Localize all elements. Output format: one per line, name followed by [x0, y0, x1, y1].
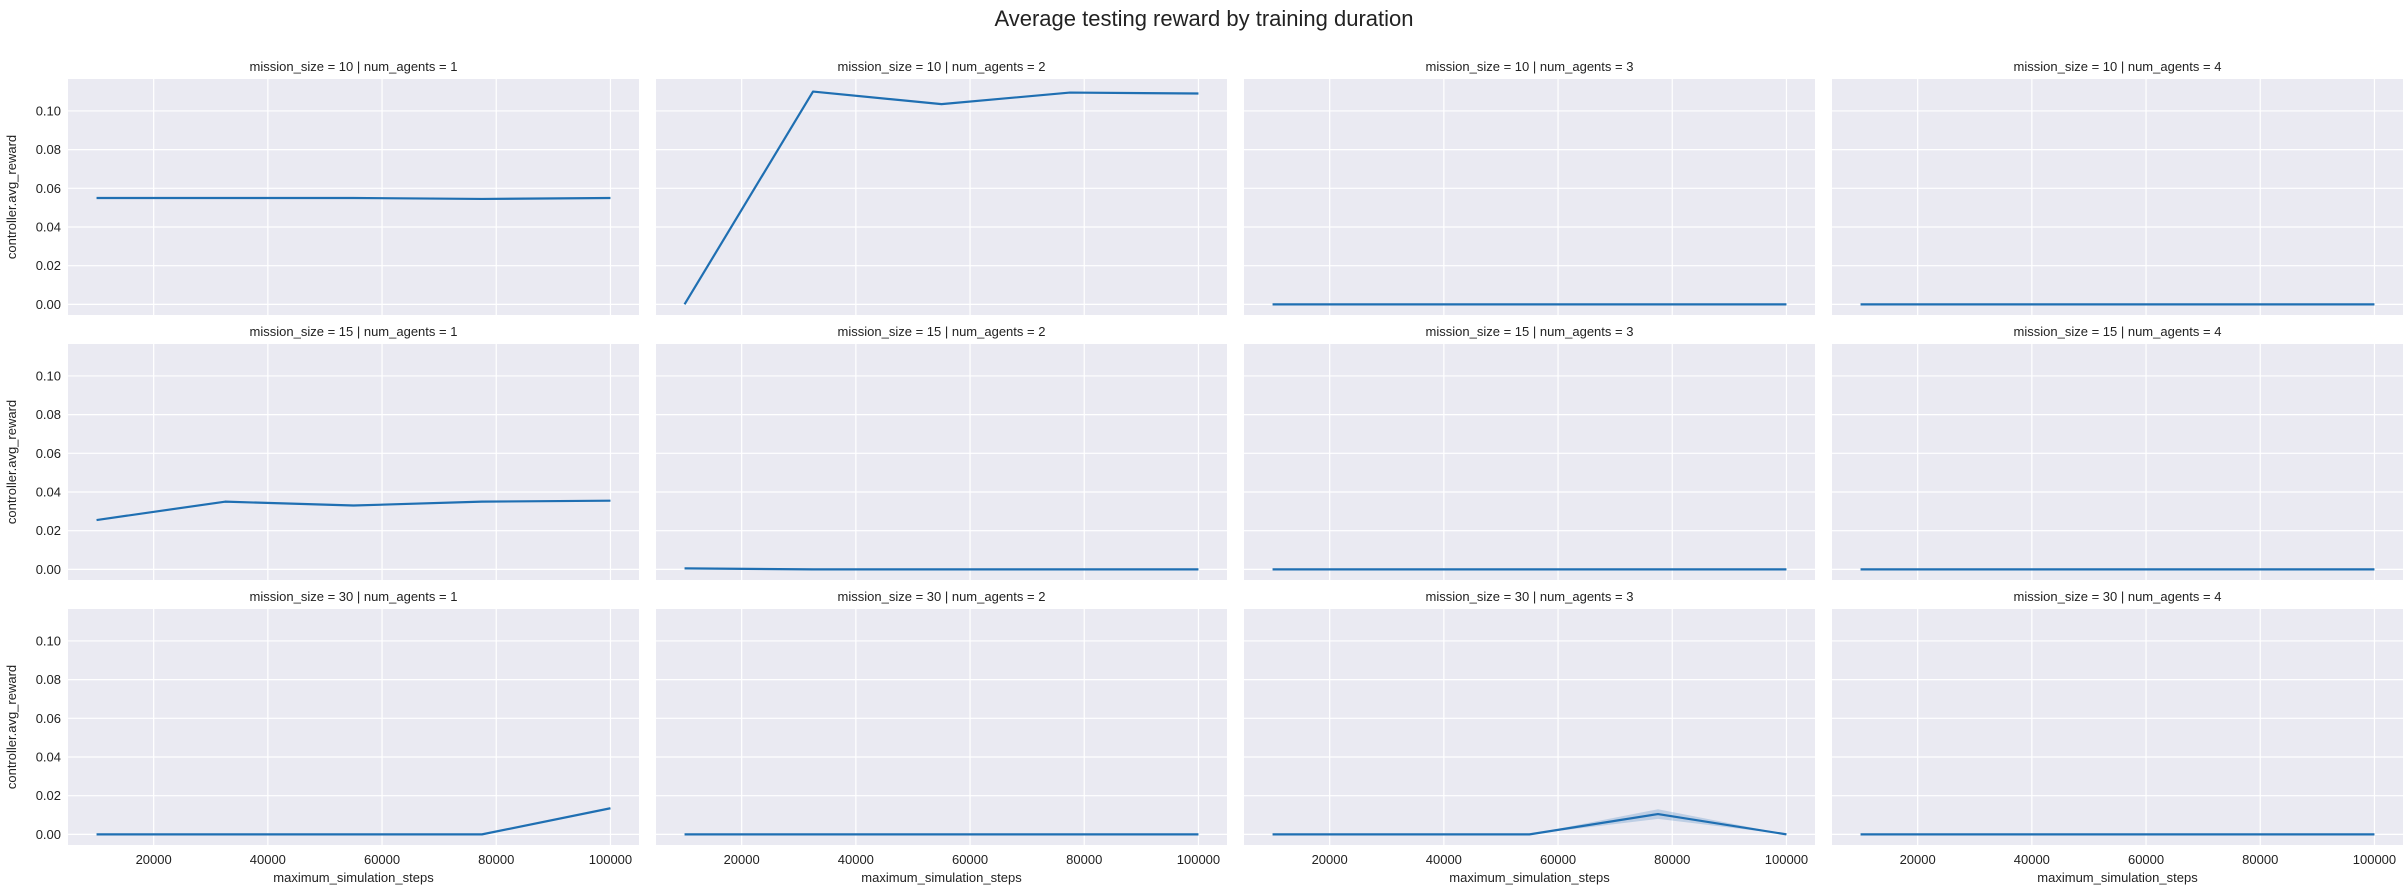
- x-tick-label: 100000: [1765, 852, 1808, 867]
- panel-title: mission_size = 10 | num_agents = 1: [250, 59, 458, 74]
- plot-background: [1832, 79, 2403, 315]
- figure-title: Average testing reward by training durat…: [994, 6, 1414, 31]
- x-axis-label: maximum_simulation_steps: [1449, 870, 1610, 885]
- x-tick-label: 60000: [1540, 852, 1576, 867]
- x-tick-label: 100000: [1177, 852, 1220, 867]
- panel-title: mission_size = 15 | num_agents = 4: [2014, 324, 2222, 339]
- y-tick-label: 0.02: [36, 788, 61, 803]
- plot-background: [1832, 609, 2403, 845]
- facet-panel: mission_size = 10 | num_agents = 2: [656, 59, 1227, 315]
- y-tick-label: 0.04: [36, 219, 61, 234]
- plot-background: [1244, 609, 1815, 845]
- facet-panel: mission_size = 30 | num_agents = 2 20000 4…: [656, 589, 1227, 885]
- x-tick-label: 40000: [2014, 852, 2050, 867]
- plot-background: [1244, 79, 1815, 315]
- x-tick-label: 20000: [136, 852, 172, 867]
- x-axis-label: maximum_simulation_steps: [861, 870, 1022, 885]
- panel-title: mission_size = 30 | num_agents = 3: [1426, 589, 1634, 604]
- y-tick-label: 0.00: [36, 562, 61, 577]
- x-tick-label: 60000: [364, 852, 400, 867]
- y-tick-label: 0.10: [36, 103, 61, 118]
- y-axis-label: controller.avg_reward: [4, 400, 19, 524]
- y-tick-label: 0.08: [36, 407, 61, 422]
- plot-background: [68, 609, 639, 845]
- y-tick-label: 0.08: [36, 142, 61, 157]
- x-axis-label: maximum_simulation_steps: [2037, 870, 2198, 885]
- panel-title: mission_size = 10 | num_agents = 3: [1426, 59, 1634, 74]
- x-tick-label: 20000: [724, 852, 760, 867]
- y-tick-label: 0.06: [36, 446, 61, 461]
- plot-background: [1244, 344, 1815, 580]
- facet-panel: mission_size = 30 | num_agents = 4 20000 4…: [1832, 589, 2403, 885]
- x-tick-label: 40000: [1426, 852, 1462, 867]
- x-tick-label: 100000: [589, 852, 632, 867]
- facet-panel: mission_size = 15 | num_agents = 3: [1244, 324, 1815, 580]
- panel-title: mission_size = 10 | num_agents = 2: [838, 59, 1046, 74]
- plot-background: [656, 79, 1227, 315]
- series-line: [96, 196, 611, 201]
- y-axis-label: controller.avg_reward: [4, 665, 19, 789]
- x-tick-label: 60000: [952, 852, 988, 867]
- confidence-band: [1272, 809, 1787, 835]
- x-tick-label: 60000: [2128, 852, 2164, 867]
- facet-panel: mission_size = 30 | num_agents = 1 0.00 0.…: [4, 589, 639, 885]
- facet-panel: mission_size = 10 | num_agents = 1 0.00 0.…: [4, 59, 639, 315]
- y-axis-label: controller.avg_reward: [4, 135, 19, 259]
- x-tick-label: 80000: [2242, 852, 2278, 867]
- panel-title: mission_size = 30 | num_agents = 2: [838, 589, 1046, 604]
- y-tick-label: 0.02: [36, 258, 61, 273]
- series-line: [684, 567, 1199, 571]
- y-tick-label: 0.04: [36, 484, 61, 499]
- plot-background: [656, 609, 1227, 845]
- x-tick-label: 20000: [1900, 852, 1936, 867]
- y-tick-label: 0.02: [36, 523, 61, 538]
- x-tick-label: 40000: [838, 852, 874, 867]
- x-tick-label: 40000: [250, 852, 286, 867]
- facet-panel: mission_size = 10 | num_agents = 3: [1244, 59, 1815, 315]
- panel-title: mission_size = 30 | num_agents = 4: [2014, 589, 2222, 604]
- y-tick-label: 0.08: [36, 672, 61, 687]
- y-tick-label: 0.06: [36, 181, 61, 196]
- y-tick-label: 0.06: [36, 711, 61, 726]
- panel-title: mission_size = 15 | num_agents = 1: [250, 324, 458, 339]
- plot-background: [1832, 344, 2403, 580]
- plot-background: [656, 344, 1227, 580]
- x-axis-label: maximum_simulation_steps: [273, 870, 434, 885]
- y-tick-label: 0.04: [36, 749, 61, 764]
- x-tick-label: 20000: [1312, 852, 1348, 867]
- y-tick-label: 0.10: [36, 368, 61, 383]
- x-tick-label: 80000: [1066, 852, 1102, 867]
- facet-panel: mission_size = 15 | num_agents = 2: [656, 324, 1227, 580]
- facet-panel: mission_size = 10 | num_agents = 4: [1832, 59, 2403, 315]
- x-tick-label: 80000: [478, 852, 514, 867]
- y-tick-label: 0.00: [36, 827, 61, 842]
- panel-title: mission_size = 10 | num_agents = 4: [2014, 59, 2222, 74]
- plot-background: [68, 344, 639, 580]
- panel-title: mission_size = 30 | num_agents = 1: [250, 589, 458, 604]
- y-tick-label: 0.00: [36, 297, 61, 312]
- facet-panel: mission_size = 30 | num_agents = 3 20000 4…: [1244, 589, 1815, 885]
- y-tick-label: 0.10: [36, 633, 61, 648]
- panel-title: mission_size = 15 | num_agents = 3: [1426, 324, 1634, 339]
- facet-panel: mission_size = 15 | num_agents = 4: [1832, 324, 2403, 580]
- x-tick-label: 80000: [1654, 852, 1690, 867]
- facet-panel: mission_size = 15 | num_agents = 1 0.00 0.…: [4, 324, 639, 580]
- panel-title: mission_size = 15 | num_agents = 2: [838, 324, 1046, 339]
- x-tick-label: 100000: [2353, 852, 2396, 867]
